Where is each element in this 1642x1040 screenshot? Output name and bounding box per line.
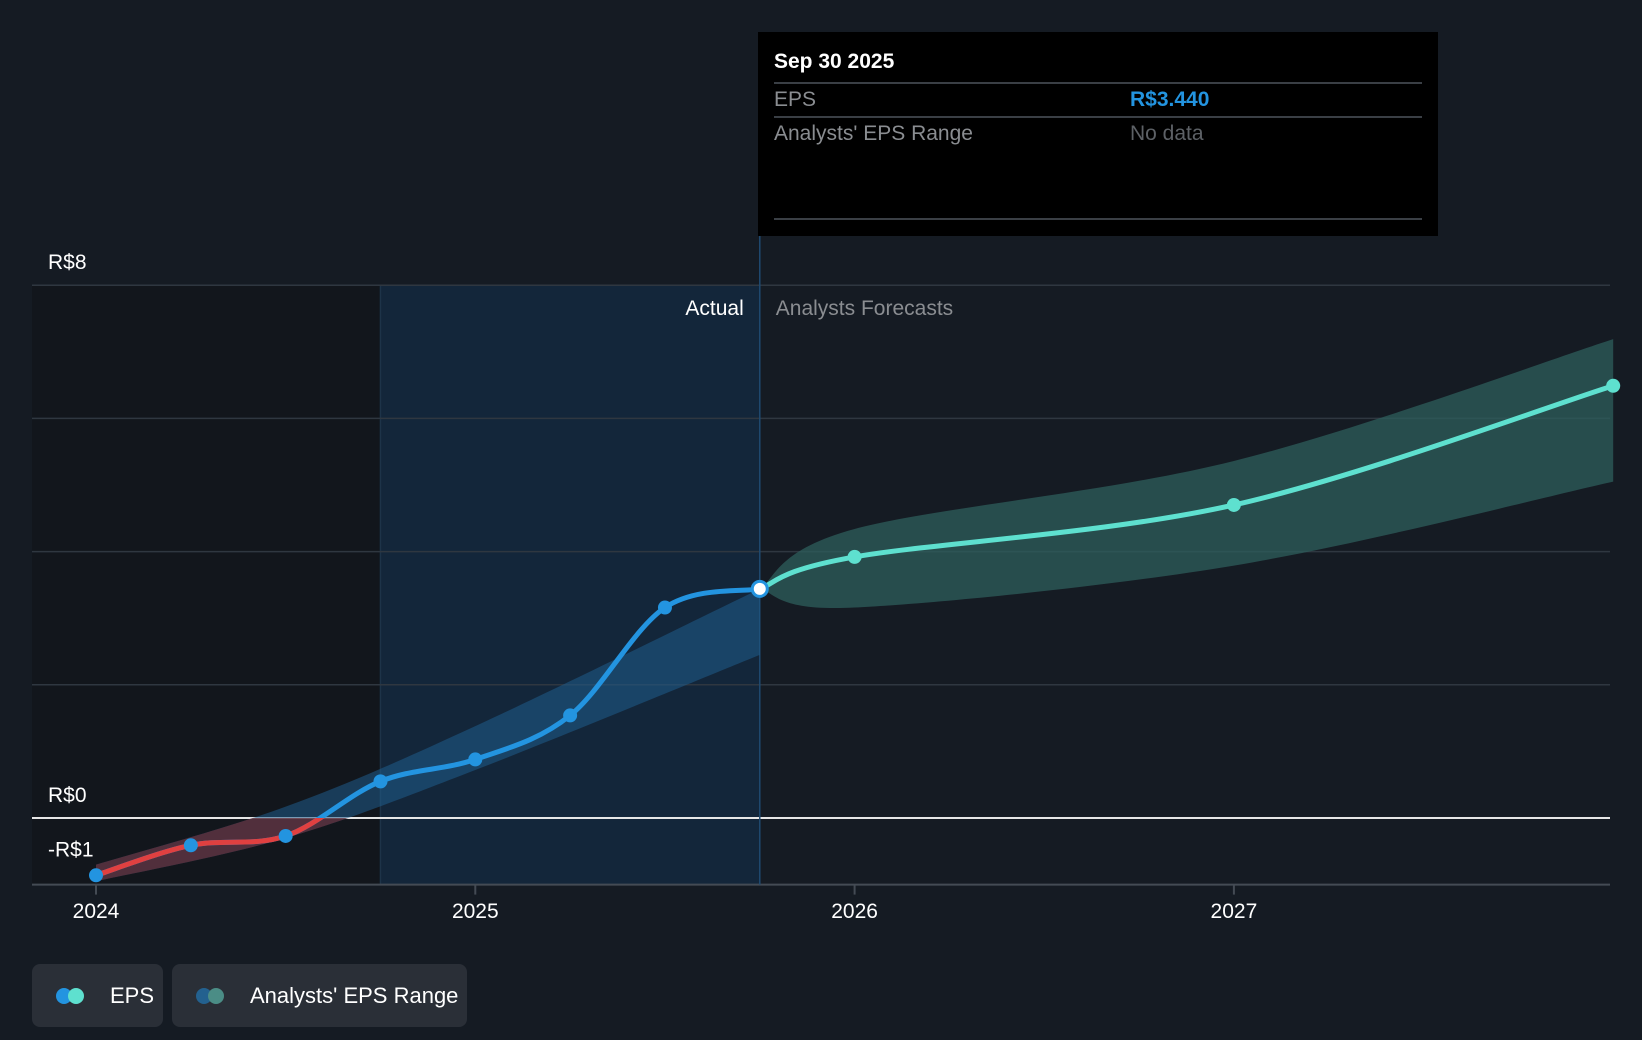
eps-data-point <box>89 868 103 883</box>
eps-data-point <box>1606 378 1621 393</box>
eps-data-point <box>1226 497 1241 512</box>
eps-data-point <box>183 838 198 853</box>
y-tick-label: R$0 <box>48 784 87 807</box>
x-tick-label: 2025 <box>452 900 499 923</box>
tooltip-divider <box>774 218 1422 220</box>
tooltip-row-range: Analysts' EPS Range No data <box>774 116 1422 152</box>
tooltip-date: Sep 30 2025 <box>774 50 895 73</box>
tooltip-range-label: Analysts' EPS Range <box>774 122 973 145</box>
eps-data-point <box>468 752 483 767</box>
eps-line-forecast <box>757 383 1616 592</box>
eps-range-legend-icon <box>196 987 228 1004</box>
tooltip-row-eps: EPS R$3.440 <box>774 82 1422 118</box>
legend-eps[interactable]: EPS <box>32 964 163 1027</box>
x-tick-label: 2027 <box>1211 900 1258 923</box>
x-tick-label: 2024 <box>73 900 120 923</box>
eps-range-band-forecast <box>759 339 1614 609</box>
y-tick-label: -R$1 <box>48 839 94 862</box>
eps-data-point <box>373 774 388 789</box>
legend-eps-label: EPS <box>110 982 155 1008</box>
forecast-label: Analysts Forecasts <box>776 297 953 320</box>
eps-data-point <box>657 600 672 615</box>
actual-region <box>380 285 760 885</box>
actual-label: Actual <box>685 297 743 320</box>
eps-highlight-point <box>750 579 769 598</box>
eps-line-negative <box>95 818 325 878</box>
eps-data-point <box>278 828 293 843</box>
pre-actual-region <box>32 285 381 885</box>
tooltip: Sep 30 2025 EPS R$3.440 Analysts' EPS Ra… <box>758 32 1438 236</box>
x-tick-label: 2026 <box>831 900 878 923</box>
eps-data-point <box>847 549 862 564</box>
legend-eps-range-label: Analysts' EPS Range <box>250 982 459 1008</box>
tooltip-eps-label: EPS <box>774 88 817 111</box>
tooltip-range-value: No data <box>1130 122 1204 145</box>
eps-legend-icon <box>56 987 88 1004</box>
legend-eps-range[interactable]: Analysts' EPS Range <box>172 964 467 1027</box>
eps-data-point <box>563 708 578 723</box>
y-tick-label: R$8 <box>48 251 87 274</box>
tooltip-eps-value: R$3.440 <box>1130 88 1210 111</box>
